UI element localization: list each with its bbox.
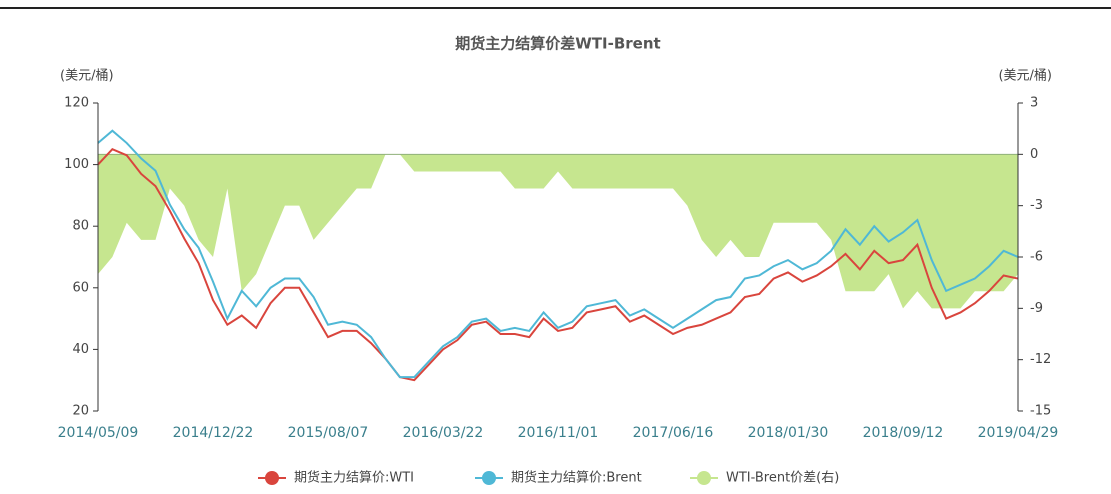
x-tick-label: 2018/01/30 <box>748 425 829 441</box>
legend-marker <box>697 471 711 485</box>
y-tick-label: 60 <box>72 280 89 295</box>
legend-marker <box>482 471 496 485</box>
y2-axis-label: (美元/桶) <box>998 69 1052 84</box>
x-tick-label: 2016/03/22 <box>403 425 484 441</box>
y2-tick-label: -3 <box>1030 198 1043 213</box>
y-tick-label: 120 <box>64 96 89 111</box>
y-axis-label: (美元/桶) <box>60 69 114 84</box>
y2-tick-label: -6 <box>1030 250 1043 265</box>
y2-tick-label: -15 <box>1030 404 1051 419</box>
x-tick-label: 2016/11/01 <box>518 425 599 441</box>
x-tick-label: 2014/12/22 <box>173 425 254 441</box>
x-tick-label: 2015/08/07 <box>288 425 369 441</box>
legend-label: 期货主力结算价:WTI <box>294 470 414 486</box>
y2-tick-label: 0 <box>1030 147 1038 162</box>
x-tick-label: 2017/06/16 <box>633 425 714 441</box>
legend-label: 期货主力结算价:Brent <box>511 470 642 486</box>
spread-area <box>98 154 1018 309</box>
y2-tick-label: -9 <box>1030 301 1043 316</box>
price-line <box>97 129 1019 379</box>
y2-tick-label: 3 <box>1030 96 1038 111</box>
legend-label: WTI-Brent价差(右) <box>726 471 839 486</box>
y2-tick-label: -12 <box>1030 352 1051 367</box>
y-tick-label: 20 <box>72 404 89 419</box>
x-tick-label: 2014/05/09 <box>58 425 139 441</box>
chart-title: 期货主力结算价差WTI-Brent <box>455 35 660 53</box>
y-tick-label: 40 <box>72 342 89 357</box>
x-tick-label: 2018/09/12 <box>863 425 944 441</box>
legend-marker <box>265 471 279 485</box>
y-tick-label: 80 <box>72 219 89 234</box>
price-line <box>97 148 1019 382</box>
x-tick-label: 2019/04/29 <box>978 425 1059 441</box>
y-tick-label: 100 <box>64 157 89 172</box>
